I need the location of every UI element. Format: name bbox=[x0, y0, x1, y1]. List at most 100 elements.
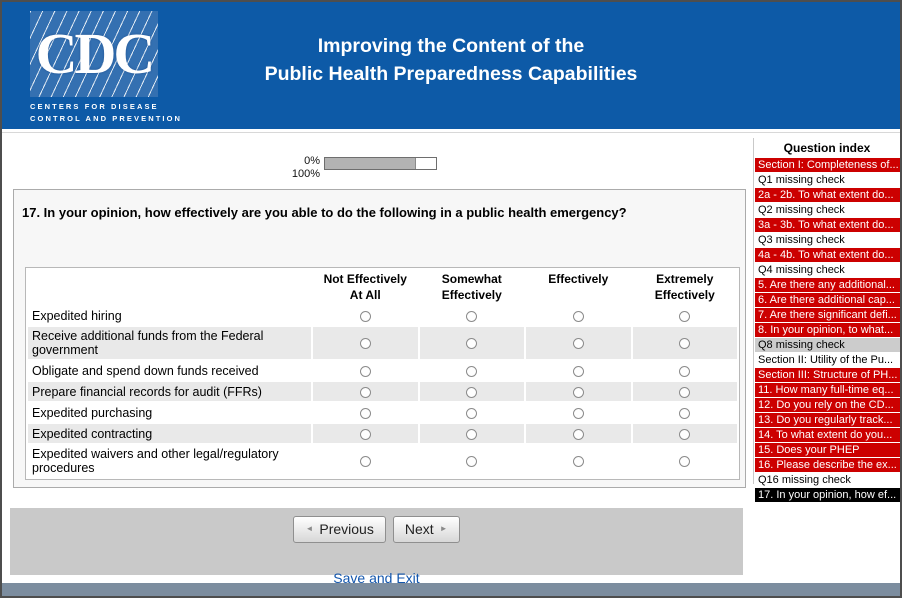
option-cell bbox=[632, 327, 737, 360]
progress-bar-fill bbox=[325, 158, 417, 169]
radio-button[interactable] bbox=[679, 386, 691, 398]
radio-button[interactable] bbox=[572, 386, 584, 398]
question-index-item[interactable]: 6. Are there additional cap... bbox=[755, 293, 900, 307]
radio-button[interactable] bbox=[466, 386, 478, 398]
radio-button[interactable] bbox=[359, 456, 371, 468]
question-index-item[interactable]: 3a - 3b. To what extent do... bbox=[755, 218, 900, 232]
cdc-logo-icon: CDC bbox=[30, 11, 158, 97]
question-index-item[interactable]: Section II: Utility of the Pu... bbox=[755, 353, 900, 367]
option-cell bbox=[313, 306, 418, 325]
radio-button[interactable] bbox=[572, 365, 584, 377]
radio-button[interactable] bbox=[572, 310, 584, 322]
question-index-item[interactable]: 17. In your opinion, how ef... bbox=[755, 488, 900, 502]
header-divider bbox=[2, 132, 900, 133]
question-index-item[interactable]: 14. To what extent do you... bbox=[755, 428, 900, 442]
progress-max-label: 100% bbox=[291, 168, 320, 180]
radio-button[interactable] bbox=[466, 407, 478, 419]
save-exit-link[interactable]: Save and Exit bbox=[333, 570, 420, 586]
cdc-logo-acronym: CDC bbox=[35, 21, 156, 86]
question-index-item[interactable]: 11. How many full-time eq... bbox=[755, 383, 900, 397]
option-cell bbox=[633, 403, 738, 422]
header-banner: CDC CENTERS FOR DISEASE CONTROL AND PREV… bbox=[2, 2, 900, 129]
option-cell bbox=[419, 424, 524, 444]
radio-button[interactable] bbox=[359, 310, 371, 322]
option-cell bbox=[526, 424, 631, 444]
radio-button[interactable] bbox=[359, 365, 371, 377]
option-cell bbox=[420, 306, 525, 325]
radio-button[interactable] bbox=[466, 456, 478, 468]
radio-button[interactable] bbox=[466, 428, 478, 440]
option-cell bbox=[419, 382, 524, 402]
column-header: Extremely Effectively bbox=[654, 272, 715, 302]
option-cell bbox=[633, 361, 738, 380]
question-index-item[interactable]: Q1 missing check bbox=[755, 173, 900, 187]
radio-button[interactable] bbox=[359, 338, 371, 350]
question-index-item[interactable]: Q4 missing check bbox=[755, 263, 900, 277]
radio-button[interactable] bbox=[359, 407, 371, 419]
option-cell bbox=[313, 327, 418, 360]
question-index-item[interactable]: 5. Are there any additional... bbox=[755, 278, 900, 292]
radio-button[interactable] bbox=[679, 407, 691, 419]
question-index-item[interactable]: 16. Please describe the ex... bbox=[755, 458, 900, 472]
option-cell bbox=[633, 445, 738, 477]
option-cell bbox=[526, 306, 631, 325]
question-index-item[interactable]: 12. Do you rely on the CD... bbox=[755, 398, 900, 412]
row-label: Expedited hiring bbox=[32, 308, 122, 323]
previous-button[interactable]: ◄ Previous bbox=[293, 516, 386, 543]
option-cell bbox=[526, 361, 631, 380]
row-label: Expedited contracting bbox=[28, 424, 311, 444]
table-row: Obligate and spend down funds received bbox=[28, 361, 737, 380]
radio-button[interactable] bbox=[572, 428, 584, 440]
column-header: Not Effectively At All bbox=[323, 272, 407, 302]
question-index-item[interactable]: 15. Does your PHEP bbox=[755, 443, 900, 457]
next-button[interactable]: Next ► bbox=[392, 516, 460, 543]
radio-button[interactable] bbox=[466, 338, 478, 350]
radio-button[interactable] bbox=[679, 310, 691, 322]
radio-button[interactable] bbox=[572, 407, 584, 419]
question-index-item[interactable]: 8. In your opinion, to what... bbox=[755, 323, 900, 337]
radio-button[interactable] bbox=[679, 365, 691, 377]
table-row: Expedited purchasing bbox=[28, 403, 737, 422]
table-row: Receive additional funds from the Federa… bbox=[28, 327, 737, 360]
radio-button[interactable] bbox=[572, 338, 584, 350]
radio-button[interactable] bbox=[679, 428, 691, 440]
question-index-item[interactable]: Q8 missing check bbox=[755, 338, 900, 352]
question-index-item[interactable]: 7. Are there significant defi... bbox=[755, 308, 900, 322]
option-cell bbox=[313, 403, 418, 422]
cdc-logo-subtitle-line2: CONTROL AND PREVENTION bbox=[30, 113, 183, 123]
question-index-item[interactable]: 2a - 2b. To what extent do... bbox=[755, 188, 900, 202]
option-cell bbox=[526, 403, 631, 422]
radio-button[interactable] bbox=[679, 338, 691, 350]
question-index-item[interactable]: Q2 missing check bbox=[755, 203, 900, 217]
cdc-logo-subtitle: CENTERS FOR DISEASE CONTROL AND PREVENTI… bbox=[30, 101, 183, 124]
question-text: 17. In your opinion, how effectively are… bbox=[22, 205, 627, 220]
question-index-item[interactable]: 13. Do you regularly track... bbox=[755, 413, 900, 427]
row-label: Receive additional funds from the Federa… bbox=[28, 327, 311, 360]
option-cell bbox=[632, 424, 737, 444]
option-cell bbox=[313, 382, 418, 402]
radio-button[interactable] bbox=[466, 365, 478, 377]
previous-arrow-icon: ◄ bbox=[305, 524, 314, 533]
response-matrix: Not Effectively At All Somewhat Effective… bbox=[25, 267, 740, 481]
nav-button-row: ◄ Previous Next ► bbox=[10, 508, 743, 543]
table-row: Expedited waivers and other legal/regula… bbox=[28, 445, 737, 477]
option-cell bbox=[633, 306, 738, 325]
option-cell bbox=[526, 327, 631, 360]
question-index-item[interactable]: Q16 missing check bbox=[755, 473, 900, 487]
radio-button[interactable] bbox=[359, 428, 371, 440]
question-index-item[interactable]: Q3 missing check bbox=[755, 233, 900, 247]
row-label: Expedited waivers and other legal/regula… bbox=[32, 447, 279, 476]
radio-button[interactable] bbox=[572, 456, 584, 468]
question-index-item[interactable]: Section I: Completeness of... bbox=[755, 158, 900, 172]
radio-button[interactable] bbox=[679, 456, 691, 468]
radio-button[interactable] bbox=[359, 386, 371, 398]
option-cell bbox=[420, 361, 525, 380]
cdc-logo-subtitle-line1: CENTERS FOR DISEASE bbox=[30, 102, 159, 111]
row-label: Obligate and spend down funds received bbox=[32, 363, 259, 378]
next-arrow-icon: ► bbox=[439, 524, 448, 533]
option-cell bbox=[526, 445, 631, 477]
question-index-item[interactable]: Section III: Structure of PH... bbox=[755, 368, 900, 382]
radio-button[interactable] bbox=[466, 310, 478, 322]
question-index-item[interactable]: 4a - 4b. To what extent do... bbox=[755, 248, 900, 262]
next-button-label: Next bbox=[404, 521, 434, 537]
